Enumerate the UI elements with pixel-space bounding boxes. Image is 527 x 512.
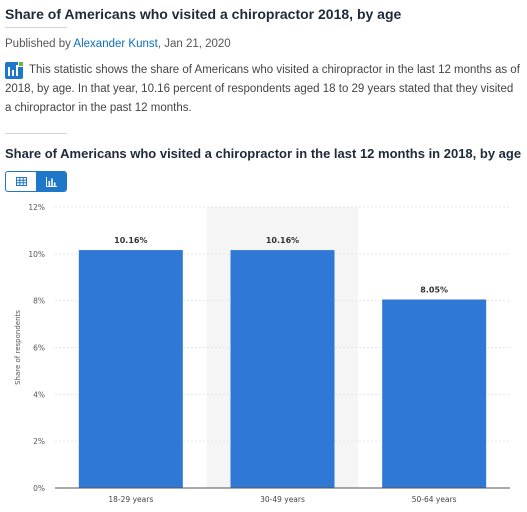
table-view-button[interactable] <box>6 172 36 191</box>
chart-view-button[interactable] <box>36 172 66 191</box>
publish-date: , Jan 21, 2020 <box>157 38 231 50</box>
data-label: 8.05% <box>420 285 448 294</box>
y-tick-label: 8% <box>33 297 45 306</box>
table-icon <box>15 177 27 186</box>
author-link[interactable]: Alexander Kunst <box>73 38 158 50</box>
page-title: Share of Americans who visited a chiropr… <box>5 6 402 22</box>
data-label: 10.16% <box>266 236 299 245</box>
view-toggle <box>5 171 67 192</box>
x-tick-label: 50-64 years <box>412 495 457 504</box>
byline: Published by Alexander Kunst, Jan 21, 20… <box>5 38 231 50</box>
chart-heading: Share of Americans who visited a chiropr… <box>5 146 522 161</box>
y-tick-label: 2% <box>33 437 45 446</box>
y-tick-label: 4% <box>33 390 45 399</box>
x-tick-label: 18-29 years <box>108 495 153 504</box>
y-tick-label: 12% <box>28 203 45 212</box>
bar <box>382 299 487 488</box>
y-tick-label: 6% <box>33 344 45 353</box>
bar-chart: 0% 2% 4% 6% 8% 10% 12% 10.16% 18-29 years 10.16% 3… <box>14 203 510 504</box>
description-block: This statistic shows the share of Americ… <box>5 61 520 118</box>
y-tick-label: 10% <box>28 250 45 259</box>
description-text: This statistic shows the share of Americ… <box>5 64 520 114</box>
statistic-icon <box>5 61 24 79</box>
y-tick-label: 0% <box>33 484 45 493</box>
y-axis-title: Share of respondents <box>14 310 22 385</box>
data-label: 10.16% <box>114 236 147 245</box>
divider <box>5 27 67 28</box>
x-tick-label: 30-49 years <box>260 495 305 504</box>
divider <box>5 133 67 134</box>
published-label: Published by <box>5 38 71 50</box>
bar-chart-icon <box>45 176 57 187</box>
bar <box>230 250 335 488</box>
bar <box>78 250 183 488</box>
